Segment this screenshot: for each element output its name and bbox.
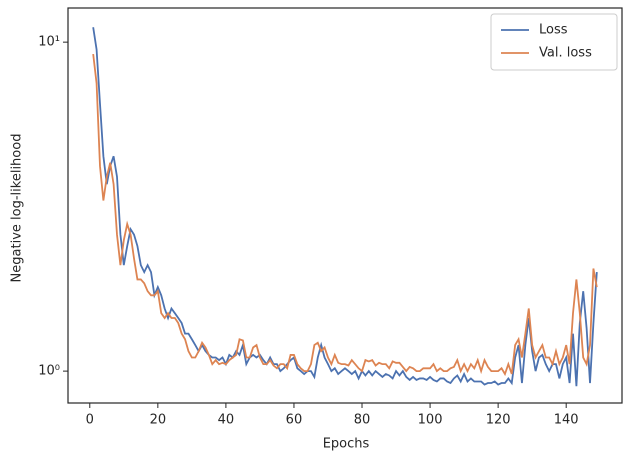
x-tick-label: 80 bbox=[354, 413, 371, 428]
x-tick-label: 100 bbox=[418, 413, 443, 428]
x-tick-label: 140 bbox=[554, 413, 579, 428]
y-axis-label: Negative log-likelihood bbox=[10, 134, 25, 283]
x-tick-label: 40 bbox=[218, 413, 235, 428]
x-axis-label: Epochs bbox=[323, 437, 370, 452]
legend-box bbox=[490, 13, 618, 71]
x-tick-label: 0 bbox=[86, 413, 94, 428]
x-tick-label: 120 bbox=[486, 413, 511, 428]
x-tick-label: 20 bbox=[150, 413, 167, 428]
legend-label: Loss bbox=[539, 23, 568, 38]
y-tick-label: 10⁰ bbox=[38, 364, 60, 379]
legend-label: Val. loss bbox=[539, 46, 592, 61]
x-tick-label: 60 bbox=[286, 413, 303, 428]
y-tick-label: 10¹ bbox=[38, 35, 60, 50]
plot-frame bbox=[67, 7, 623, 404]
series-line bbox=[92, 27, 598, 387]
series-line bbox=[92, 53, 598, 377]
